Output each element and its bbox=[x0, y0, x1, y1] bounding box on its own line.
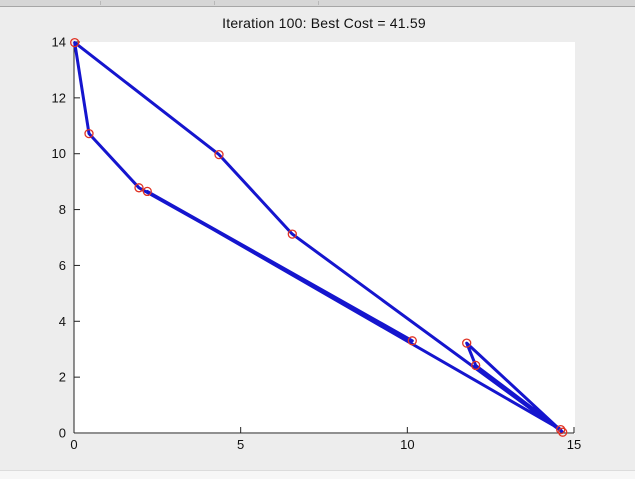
x-tick-label: 5 bbox=[237, 437, 244, 452]
window-top-bar bbox=[0, 0, 635, 7]
plot-title: Iteration 100: Best Cost = 41.59 bbox=[222, 15, 426, 31]
y-tick-label: 12 bbox=[52, 90, 66, 105]
y-tick-label: 4 bbox=[59, 314, 66, 329]
top-bar-separator bbox=[214, 1, 215, 5]
x-tick-label: 10 bbox=[400, 437, 414, 452]
x-tick-label: 15 bbox=[567, 437, 581, 452]
y-tick-label: 0 bbox=[59, 426, 66, 441]
window-bottom-strip bbox=[0, 470, 635, 479]
y-tick-label: 10 bbox=[52, 146, 66, 161]
plot-area bbox=[74, 42, 575, 434]
y-tick-label: 2 bbox=[59, 370, 66, 385]
top-bar-separator bbox=[100, 1, 101, 5]
y-tick-label: 8 bbox=[59, 202, 66, 217]
y-tick-label: 6 bbox=[59, 258, 66, 273]
y-tick-label: 14 bbox=[52, 35, 66, 50]
x-tick-label: 0 bbox=[70, 437, 77, 452]
top-bar-separator bbox=[318, 1, 319, 5]
